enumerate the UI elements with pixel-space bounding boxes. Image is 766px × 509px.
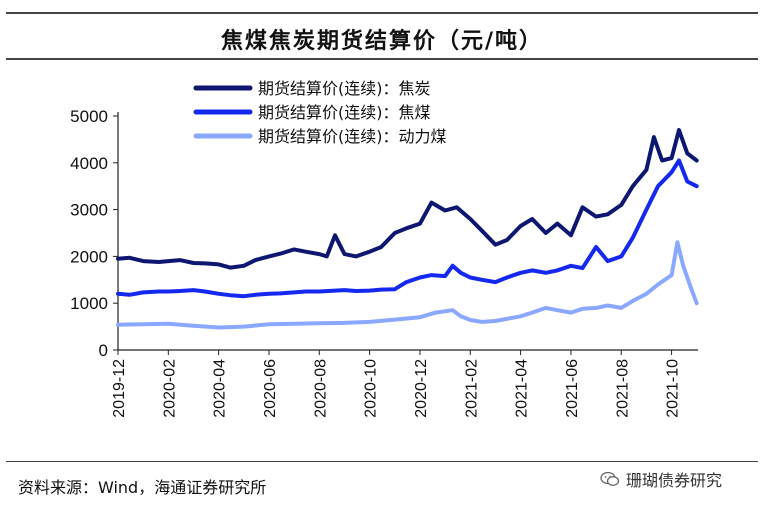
legend-label-0: 期货结算价(连续)：焦炭 [258,79,431,98]
y-tick-label-4000: 4000 [70,154,108,173]
source-note: 资料来源：Wind，海通证券研究所 [18,478,267,497]
series-line-0 [116,128,699,270]
watermark-text: 珊瑚债券研究 [626,471,723,490]
x-tick-label-2019-12: 2019-12 [111,359,128,418]
x-tick-label-2020-06: 2020-06 [262,359,279,418]
legend-label-2: 期货结算价(连续)：动力煤 [258,127,447,146]
chart-title: 焦煤焦炭期货结算价（元/吨） [220,29,544,54]
y-tick-label-3000: 3000 [70,201,108,220]
y-tick-label-2000: 2000 [70,247,108,266]
bottom-divider [6,461,758,462]
x-tick-label-2021-02: 2021-02 [463,359,480,418]
y-tick-label-0: 0 [99,341,108,360]
x-tick-label-2021-04: 2021-04 [514,359,531,418]
series-line-1 [116,158,699,299]
wechat-icon [600,471,620,486]
series-line-2 [116,240,699,330]
x-tick-label-2021-06: 2021-06 [564,359,581,418]
legend-label-1: 期货结算价(连续)：焦煤 [258,103,431,122]
x-tick-label-2020-04: 2020-04 [212,359,229,418]
x-tick-label-2021-08: 2021-08 [614,359,631,418]
y-tick-label-5000: 5000 [70,107,108,126]
watermark: 珊瑚债券研究 [600,467,722,491]
y-tick-label-1000: 1000 [70,294,108,313]
x-tick-label-2020-08: 2020-08 [312,359,329,418]
x-tick-label-2020-10: 2020-10 [363,359,380,418]
x-tick-label-2020-02: 2020-02 [161,359,178,418]
title-bar: 焦煤焦炭期货结算价（元/吨） [6,12,758,60]
x-tick-label-2020-12: 2020-12 [413,359,430,418]
x-tick-label-2021-10: 2021-10 [665,359,682,418]
